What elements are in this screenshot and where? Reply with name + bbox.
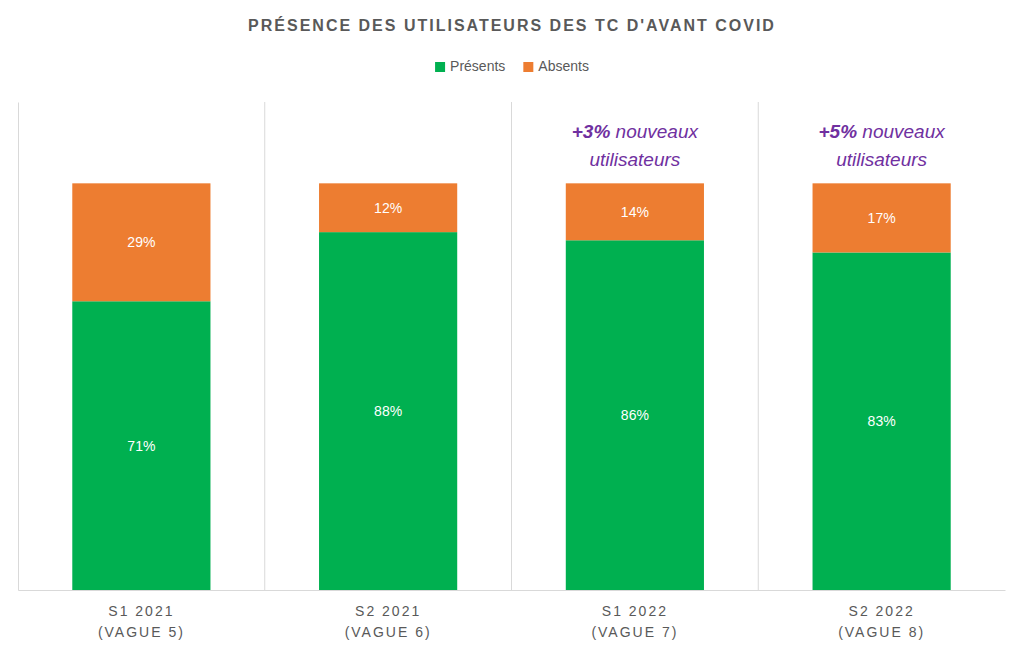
bar — [813, 252, 951, 590]
bar — [319, 183, 457, 232]
separators — [265, 102, 759, 590]
x-axis: S1 2021 (VAGUE 5) S2 2021 (VAGUE 6) S1 2022 (… — [19, 591, 1006, 641]
annotations: +3% nouveaux utilisateurs +5% nouveaux util… — [572, 121, 946, 170]
annotation-emphasis: +5% — [819, 121, 858, 142]
bar — [813, 183, 951, 252]
data-labels: 71% 29% 88% 12% 86% 14% 83% 17% — [127, 200, 895, 454]
x-tick-label-line: (VAGUE 8) — [838, 624, 925, 640]
data-label: 88% — [374, 403, 402, 419]
x-tick-label: S1 2022 (VAGUE 7) — [591, 603, 678, 640]
legend-swatch — [435, 62, 445, 72]
bar — [72, 301, 210, 590]
y-axis — [18, 103, 19, 591]
data-label: 14% — [621, 204, 649, 220]
legend-item: Absents — [523, 58, 589, 74]
annotation: +3% nouveaux — [572, 121, 700, 142]
x-tick-label-line: (VAGUE 6) — [345, 624, 432, 640]
annotation: +5% nouveaux — [819, 121, 947, 142]
legend-swatch — [523, 62, 533, 72]
data-label: 83% — [868, 413, 896, 429]
x-tick-label-line: S1 2022 — [602, 603, 668, 619]
x-tick-label-line: S1 2021 — [108, 603, 174, 619]
annotation-emphasis: +3% — [572, 121, 611, 142]
y-axis-line — [18, 103, 19, 591]
title: PRÉSENCE DES UTILISATEURS DES TC D'AVANT… — [248, 16, 776, 34]
x-tick-label-line: (VAGUE 7) — [591, 624, 678, 640]
data-label: 17% — [868, 210, 896, 226]
x-tick-label-line: (VAGUE 5) — [98, 624, 185, 640]
data-label: 29% — [127, 234, 155, 250]
x-tick: S2 2021 (VAGUE 6) — [345, 603, 432, 640]
annotation: utilisateurs — [836, 149, 927, 170]
bar — [566, 240, 704, 590]
x-tick-label-line: S2 2022 — [849, 603, 915, 619]
x-tick-label-line: S2 2021 — [355, 603, 421, 619]
legend-item: Présents — [435, 58, 505, 74]
x-tick: S1 2021 (VAGUE 5) — [98, 603, 185, 640]
bars — [72, 183, 950, 590]
x-tick: S2 2022 (VAGUE 8) — [838, 603, 925, 640]
data-label: 86% — [621, 407, 649, 423]
x-axis-line — [19, 590, 1006, 591]
x-tick-label: S1 2021 (VAGUE 5) — [98, 603, 185, 640]
bar — [566, 183, 704, 240]
bar — [319, 232, 457, 590]
legend: Présents Absents — [435, 58, 589, 74]
annotation: utilisateurs — [589, 149, 680, 170]
legend-label: Absents — [538, 58, 589, 74]
chart: PRÉSENCE DES UTILISATEURS DES TC D'AVANT… — [0, 0, 1024, 656]
x-tick: S1 2022 (VAGUE 7) — [591, 603, 678, 640]
annotation-rest: nouveaux — [610, 121, 699, 142]
separator — [511, 102, 512, 590]
separator — [758, 102, 759, 590]
separator — [264, 102, 265, 590]
legend-label: Présents — [450, 58, 505, 74]
annotation-rest: nouveaux — [857, 121, 946, 142]
x-tick-label: S2 2021 (VAGUE 6) — [345, 603, 432, 640]
data-label: 71% — [127, 438, 155, 454]
bar — [72, 183, 210, 301]
data-label: 12% — [374, 200, 402, 216]
x-tick-label: S2 2022 (VAGUE 8) — [838, 603, 925, 640]
